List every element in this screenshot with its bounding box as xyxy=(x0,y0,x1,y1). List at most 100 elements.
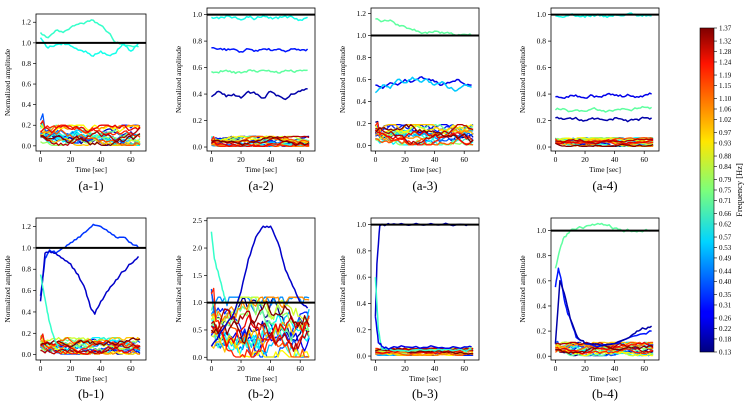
series-line xyxy=(554,105,653,113)
x-tick-label: 0 xyxy=(374,364,378,373)
x-tick-label: 20 xyxy=(237,155,245,164)
colorbar-tick-label: 1.02 xyxy=(719,116,732,124)
colorbar-tick-label: 0.93 xyxy=(719,139,732,147)
y-axis-label: Normalized amplitude xyxy=(3,48,12,116)
series-line xyxy=(210,231,227,303)
series-line xyxy=(211,69,308,75)
noise-line xyxy=(555,137,654,143)
y-tick-label: 0.6 xyxy=(537,63,547,72)
x-tick-label: 60 xyxy=(640,155,648,164)
noise-line xyxy=(375,347,474,355)
x-tick-label: 40 xyxy=(97,155,105,164)
plot-area xyxy=(210,225,310,358)
x-tick-label: 40 xyxy=(611,364,619,373)
colorbar-tick-label: 0.62 xyxy=(719,220,732,228)
y-tick-label: 0.2 xyxy=(22,329,32,338)
series-line xyxy=(39,274,59,348)
panel-a-2: 0 20 40 60 0.0 0.2 0.4 0.6 0.8 1.0 Time [sec] Norma… xyxy=(174,7,316,193)
x-tick-label: 0 xyxy=(554,364,558,373)
y-tick-label: 0.6 xyxy=(22,286,32,295)
y-tick-label: 0.8 xyxy=(193,37,203,46)
panels: 0 20 40 60 0.0 0.2 0.4 0.6 0.8 1.0 1.2 Time [sec] No… xyxy=(3,7,660,401)
colorbar-tick-label: 0.31 xyxy=(719,301,732,309)
x-tick-label: 40 xyxy=(431,155,439,164)
panel-label: (a-1) xyxy=(78,178,103,193)
colorbar-tick-label: 0.71 xyxy=(719,197,732,205)
colorbar-tick-label: 0.13 xyxy=(719,348,732,356)
y-tick-label: 0.6 xyxy=(22,80,32,89)
y-axis-label: Normalized amplitude xyxy=(174,255,183,323)
noise-line xyxy=(210,296,310,342)
x-axis-label: Time [sec] xyxy=(245,165,277,174)
colorbar-tick-label: 1.06 xyxy=(719,105,732,113)
series-line xyxy=(554,267,652,348)
y-tick-label: 0.0 xyxy=(537,352,547,361)
x-tick-label: 20 xyxy=(237,364,245,373)
y-tick-label: 2.5 xyxy=(193,216,203,225)
y-axis-label: Normalized amplitude xyxy=(338,255,347,323)
noise-line xyxy=(555,139,654,145)
x-tick-label: 0 xyxy=(39,155,43,164)
y-tick-label: 0.0 xyxy=(357,141,367,150)
colorbar-tick-label: 0.26 xyxy=(719,314,732,322)
panel-a-1: 0 20 40 60 0.0 0.2 0.4 0.6 0.8 1.0 1.2 Time [sec] No… xyxy=(3,13,147,193)
panel-label: (b-3) xyxy=(412,386,438,401)
plot-area xyxy=(374,222,474,357)
colorbar-tick-label: 1.32 xyxy=(719,37,732,45)
series-line xyxy=(374,76,472,94)
noise-line xyxy=(210,308,310,352)
noise-line xyxy=(210,315,310,353)
y-tick-label: 0.4 xyxy=(193,90,203,99)
panel-b-4: 0 20 40 60 0.0 0.2 0.4 0.6 0.8 1.0 Time [sec] Norma… xyxy=(518,217,660,401)
y-tick-label: 0.4 xyxy=(357,299,367,308)
y-tick-label: 0.2 xyxy=(22,121,32,130)
colorbar-tick-label: 0.49 xyxy=(719,254,732,262)
axes-frame xyxy=(206,7,316,152)
panel-label: (a-2) xyxy=(248,178,273,193)
plot-area xyxy=(374,18,474,146)
noise-line xyxy=(40,129,141,146)
x-tick-label: 0 xyxy=(210,155,214,164)
y-axis-label: Normalized amplitude xyxy=(518,45,527,113)
y-axis-label: Normalized amplitude xyxy=(174,45,183,113)
y-tick-label: 0.2 xyxy=(357,119,367,128)
x-tick-label: 40 xyxy=(431,364,439,373)
x-tick-label: 20 xyxy=(581,364,589,373)
colorbar-tick-label: 0.22 xyxy=(719,325,732,333)
plot-area xyxy=(39,223,141,355)
noise-line xyxy=(210,314,310,348)
y-tick-label: 0.0 xyxy=(193,143,203,152)
colorbar-tick-label: 1.19 xyxy=(719,71,732,79)
series-line xyxy=(374,277,472,353)
colorbar-gradient xyxy=(699,27,715,353)
y-tick-label: 2.0 xyxy=(193,244,203,253)
y-tick-label: 0.8 xyxy=(537,251,547,260)
x-tick-label: 20 xyxy=(401,364,409,373)
plot-area xyxy=(39,19,141,146)
x-tick-label: 40 xyxy=(611,155,619,164)
colorbar-tick-label: 1.28 xyxy=(719,48,732,56)
colorbar-tick-label: 0.40 xyxy=(719,278,732,286)
x-tick-label: 60 xyxy=(127,155,135,164)
series-line xyxy=(555,92,652,99)
noise-line xyxy=(40,343,141,355)
y-tick-label: 0.5 xyxy=(193,325,203,334)
x-tick-label: 60 xyxy=(460,155,468,164)
y-tick-label: 1.2 xyxy=(22,222,32,231)
series-line xyxy=(554,280,653,347)
x-axis-label: Time [sec] xyxy=(75,374,107,383)
plot-area xyxy=(554,222,654,357)
noise-line xyxy=(555,347,654,357)
panel-label: (b-2) xyxy=(248,386,274,401)
noise-line xyxy=(555,341,654,355)
y-axis-label: Normalized amplitude xyxy=(338,45,347,113)
x-tick-label: 0 xyxy=(374,155,378,164)
y-tick-label: 1.0 xyxy=(22,38,32,47)
y-tick-label: 0.8 xyxy=(537,37,547,46)
plot-area xyxy=(210,15,310,148)
y-tick-label: 1.0 xyxy=(537,10,547,19)
x-tick-label: 60 xyxy=(296,155,304,164)
noise-line xyxy=(374,123,474,135)
x-tick-label: 20 xyxy=(67,364,75,373)
